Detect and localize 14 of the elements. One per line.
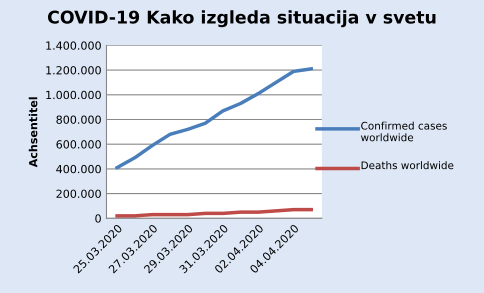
y-tick-label: 800.000 xyxy=(56,115,101,124)
y-tick-label: 1.400.000 xyxy=(46,41,101,50)
line-series xyxy=(115,208,314,218)
y-tick-label: 200.000 xyxy=(56,190,101,198)
chart-title: COVID-19 Kako izgleda situacija v svetu xyxy=(48,10,436,28)
y-tick-label: 0 xyxy=(95,214,101,223)
y-axis-title: Achsentitel xyxy=(28,97,38,168)
legend-label: Confirmed cases worldwide xyxy=(361,122,447,142)
y-tick-label: 1.200.000 xyxy=(46,66,101,74)
y-tick-label: 1.000.000 xyxy=(46,90,101,100)
line-series xyxy=(115,67,314,170)
y-tick-label: 600.000 xyxy=(56,140,101,149)
y-tick-label: 400.000 xyxy=(56,164,101,174)
legend-label: Deaths worldwide xyxy=(362,161,454,170)
